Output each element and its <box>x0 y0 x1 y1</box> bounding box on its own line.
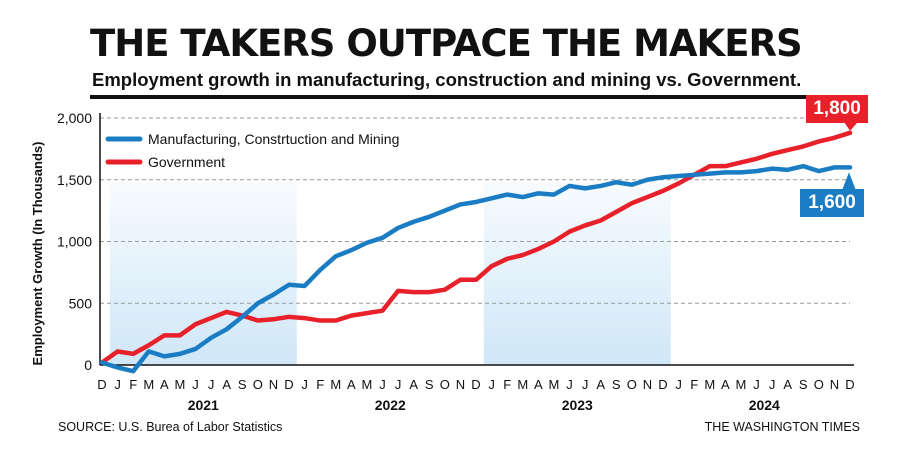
x-tick-label: A <box>721 377 730 392</box>
x-tick-label: J <box>769 377 776 392</box>
x-tick-label: J <box>395 377 402 392</box>
x-tick-label: M <box>361 377 372 392</box>
x-tick-label: A <box>160 377 169 392</box>
year-label: 2021 <box>188 397 219 413</box>
x-tick-label: M <box>548 377 559 392</box>
x-tick-label: A <box>783 377 792 392</box>
x-tick-label: J <box>488 377 495 392</box>
x-tick-label: J <box>675 377 682 392</box>
x-tick-label: J <box>192 377 199 392</box>
x-tick-label: M <box>735 377 746 392</box>
x-tick-label: O <box>627 377 637 392</box>
x-tick-label: A <box>534 377 543 392</box>
x-tick-label: M <box>174 377 185 392</box>
y-axis-label: Employment Growth (In Thousands) <box>30 142 45 366</box>
x-tick-label: N <box>643 377 652 392</box>
x-tick-label: N <box>456 377 465 392</box>
x-tick-label: O <box>440 377 450 392</box>
x-tick-label: F <box>129 377 137 392</box>
x-tick-label: F <box>503 377 511 392</box>
x-tick-label: J <box>208 377 215 392</box>
x-tick-label: D <box>658 377 667 392</box>
x-tick-label: J <box>301 377 308 392</box>
chart-subtitle: Employment growth in manufacturing, cons… <box>92 69 802 90</box>
x-tick-label: J <box>379 377 386 392</box>
title-rule <box>90 95 852 99</box>
x-tick-label: S <box>425 377 434 392</box>
x-tick-label: N <box>269 377 278 392</box>
x-tick-label: S <box>799 377 808 392</box>
y-tick-label: 1,000 <box>57 234 92 250</box>
x-tick-label: J <box>114 377 121 392</box>
y-tick-label: 0 <box>84 357 92 373</box>
publisher-credit: THE WASHINGTON TIMES <box>704 420 860 434</box>
x-tick-label: J <box>566 377 573 392</box>
x-tick-label: A <box>347 377 356 392</box>
chart-title: THE TAKERS OUTPACE THE MAKERS <box>90 22 803 65</box>
x-tick-label: F <box>316 377 324 392</box>
y-tick-label: 500 <box>69 295 93 311</box>
legend-label: Manufacturing, Constrtuction and Mining <box>148 131 399 147</box>
government-series-line <box>99 130 853 365</box>
manufacturing-callout-pointer <box>842 172 856 191</box>
manufacturing-series-line <box>99 163 853 374</box>
x-tick-label: D <box>471 377 480 392</box>
x-tick-label: M <box>517 377 528 392</box>
x-tick-label: S <box>238 377 247 392</box>
x-tick-label: S <box>612 377 621 392</box>
year-shade-2021 <box>109 182 297 365</box>
year-shade-2023 <box>483 182 671 365</box>
x-tick-label: M <box>330 377 341 392</box>
year-label: 2024 <box>749 397 780 413</box>
x-tick-label: O <box>253 377 263 392</box>
x-tick-label: M <box>143 377 154 392</box>
manufacturing-end-callout: 1,600 <box>800 189 864 218</box>
government-callout-pointer <box>844 121 858 131</box>
x-tick-label: F <box>690 377 698 392</box>
year-label: 2022 <box>375 397 406 413</box>
x-tick-label: A <box>596 377 605 392</box>
legend-label: Government <box>148 154 225 170</box>
x-tick-label: J <box>582 377 589 392</box>
x-tick-label: D <box>845 377 854 392</box>
source-note: SOURCE: U.S. Burea of Labor Statistics <box>58 420 283 434</box>
y-tick-label: 2,000 <box>57 110 92 126</box>
x-tick-label: A <box>222 377 231 392</box>
y-tick-label: 1,500 <box>57 172 92 188</box>
x-tick-label: J <box>753 377 760 392</box>
x-tick-label: D <box>284 377 293 392</box>
government-end-callout: 1,800 <box>806 94 868 123</box>
x-tick-label: N <box>830 377 839 392</box>
x-tick-label: O <box>814 377 824 392</box>
x-tick-label: A <box>409 377 418 392</box>
x-tick-label: M <box>704 377 715 392</box>
year-label: 2023 <box>562 397 593 413</box>
x-tick-label: D <box>97 377 106 392</box>
